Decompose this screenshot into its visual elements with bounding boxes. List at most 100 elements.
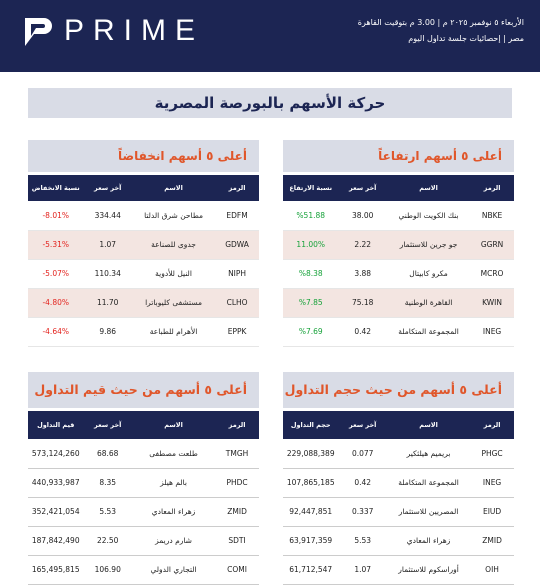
cell-text: 22.50: [96, 536, 119, 545]
symbol: INEG: [470, 468, 514, 498]
symbol: GGRN: [470, 230, 514, 260]
name: المجموعة المتكاملة: [386, 468, 471, 498]
name: المجموعة المتكاملة: [386, 317, 471, 347]
cell-text: شارم دريمز: [155, 536, 192, 545]
cell-text: 0.42: [354, 327, 372, 336]
last-price: 110.34: [83, 259, 132, 289]
row: COMI التجاري الدولي 106.90 165,495,815: [28, 555, 259, 585]
cell-text: 38.00: [351, 210, 374, 220]
last-price: 68.68: [83, 439, 132, 469]
last-price: 0.077: [338, 439, 387, 469]
cell-text: 1.07: [354, 565, 372, 574]
cell-text: -8.01%: [42, 210, 69, 220]
cell-text: 165,495,815: [31, 565, 80, 574]
last-price: 11.70: [83, 288, 132, 318]
column-header: الرمز: [215, 175, 259, 201]
name: النيل للأدوية: [131, 259, 216, 289]
cell-text: COMI: [227, 565, 247, 574]
symbol: PHGC: [470, 439, 514, 469]
header-row: الرمز الاسم آخر سعر قيم التداول: [28, 411, 259, 439]
name: زهراء المعادي: [386, 526, 471, 556]
logo-icon: [25, 18, 52, 46]
cell-text: 0.337: [351, 507, 374, 516]
header-row: الرمز الاسم آخر سعر نسبة الارتفاع: [283, 175, 514, 201]
last-price: 1.07: [338, 555, 387, 585]
symbol: INEG: [470, 317, 514, 347]
name: مطاحن شرق الدلتا: [131, 201, 216, 231]
cell-text: NIPH: [228, 269, 247, 278]
cell-text: KWIN: [482, 298, 502, 307]
cell-text: GDWA: [225, 240, 249, 249]
column-header: الاسم: [131, 175, 216, 201]
cell-text: EIUD: [482, 507, 502, 516]
last-price: 38.00: [338, 201, 387, 231]
cell-text: مطاحن شرق الدلتا: [144, 210, 204, 220]
name: زهراء المعادي: [131, 497, 216, 527]
last-price: 334.44: [83, 201, 132, 231]
last-price: 5.53: [83, 497, 132, 527]
name: طلعت مصطفى: [131, 439, 216, 469]
symbol: ZMID: [470, 526, 514, 556]
last-price: 8.35: [83, 468, 132, 498]
name: بالم هيلز: [131, 468, 216, 498]
cell-text: 334.44: [94, 210, 121, 220]
cell-text: التجاري الدولي: [150, 565, 197, 574]
cell-text: OIH: [485, 565, 499, 574]
row: ZMID زهراء المعادي 5.53 63,917,359: [283, 526, 514, 556]
cell-text: EPPK: [227, 327, 247, 336]
date: الأربعاء ٥ نوفمبر ٢٠٢٥ م | 3.00 م بتوقيت…: [357, 18, 524, 27]
row: ZMID زهراء المعادي 5.53 352,421,054: [28, 497, 259, 527]
table-title: أعلى ٥ أسهم من حيث حجم التداول: [283, 372, 514, 408]
value: %7.69: [283, 317, 339, 347]
value: -5.31%: [28, 230, 84, 260]
cell-text: 5.53: [354, 536, 372, 545]
name: التجاري الدولي: [131, 555, 216, 585]
column-header: الرمز: [215, 411, 259, 439]
name: أوراسكوم للاستثمار: [386, 555, 471, 585]
symbol: NIPH: [215, 259, 259, 289]
value: 107,865,185: [283, 468, 339, 498]
last-price: 0.337: [338, 497, 387, 527]
column-header: الرمز: [470, 411, 514, 439]
value: 63,917,359: [283, 526, 339, 556]
table: الرمز الاسم آخر سعر نسبة الارتفاع NBKE بنك ال…: [283, 175, 514, 347]
symbol: OIH: [470, 555, 514, 585]
cell-text: MCRO: [480, 269, 504, 278]
main-title: حركة الأسهم بالبورصة المصرية: [28, 88, 512, 118]
name: جدوى للصناعة: [131, 230, 216, 260]
cell-text: بريميم هيلثكير: [406, 448, 451, 458]
symbol: MCRO: [470, 259, 514, 289]
value: 11.00%: [283, 230, 339, 260]
row: EDFM مطاحن شرق الدلتا 334.44 -8.01%: [28, 201, 259, 231]
row: SDTI شارم دريمز 22.50 187,842,490: [28, 526, 259, 556]
symbol: CLHO: [215, 288, 259, 318]
cell-text: مكرو كابيتال: [409, 269, 448, 278]
row: NIPH النيل للأدوية 110.34 -5.07%: [28, 259, 259, 289]
cell-text: 0.42: [354, 478, 372, 487]
row: PHDC بالم هيلز 8.35 440,933,987: [28, 468, 259, 498]
cell-text: TMGH: [225, 448, 249, 458]
cell-text: القاهرة الوطنية: [404, 298, 453, 307]
cell-text: 229,088,389: [286, 448, 335, 458]
cell-text: 0.077: [351, 448, 374, 458]
column-header: الاسم: [386, 175, 471, 201]
cell-text: CLHO: [226, 298, 248, 307]
cell-text: المصريين للاستثمار: [398, 507, 459, 516]
column-header: الاسم: [131, 411, 216, 439]
cell-text: بالم هيلز: [160, 478, 187, 487]
table-title: أعلى ٥ أسهم من حيث قيم التداول: [28, 372, 259, 408]
table-title: أعلى ٥ أسهم انخفاضاً: [28, 140, 259, 172]
cell-text: 107,865,185: [286, 478, 335, 487]
name: شارم دريمز: [131, 526, 216, 556]
cell-text: 440,933,987: [31, 478, 80, 487]
name: الأهرام للطباعة: [131, 317, 216, 347]
value: -5.07%: [28, 259, 84, 289]
last-price: 2.22: [338, 230, 387, 260]
cell-text: %7.69: [298, 327, 323, 336]
row: INEG المجموعة المتكاملة 0.42 107,865,185: [283, 468, 514, 498]
cell-text: %7.85: [298, 298, 323, 307]
table-panel: أعلى ٥ أسهم من حيث قيم التداول الرمز الاسم…: [28, 372, 259, 585]
cell-text: %51.88: [296, 210, 326, 220]
row: OIH أوراسكوم للاستثمار 1.07 61,712,547: [283, 555, 514, 585]
